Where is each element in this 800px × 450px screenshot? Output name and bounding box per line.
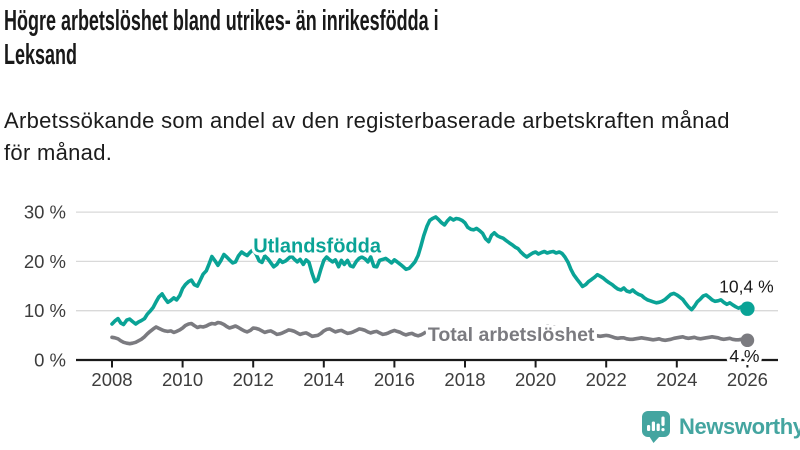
series-end-label-0: 10,4 % — [719, 277, 773, 297]
x-tick-label-2018: 2018 — [444, 369, 485, 390]
y-tick-label-20: 20 % — [24, 251, 66, 272]
x-tick-label-2020: 2020 — [515, 369, 556, 390]
chart-subtitle: Arbetssökande som andel av den registerb… — [4, 105, 730, 169]
chart-title: Högre arbetslöshet bland utrikes- än inr… — [4, 4, 439, 72]
bar-chart-speech-bubble-icon — [642, 411, 670, 443]
series-label-bg-1 — [425, 325, 597, 346]
y-tick-label-10: 10 % — [24, 300, 66, 321]
series-line-0 — [110, 215, 750, 327]
chart-subtitle-line2: för månad. — [4, 140, 113, 165]
series-label-0: Utlandsfödda — [253, 236, 382, 258]
chart-subtitle-line1: Arbetssökande som andel av den registerb… — [4, 108, 730, 133]
x-tick-label-2016: 2016 — [374, 369, 415, 390]
series-label-1: Total arbetslöshet — [428, 324, 595, 346]
x-tick-label-2010: 2010 — [162, 369, 203, 390]
x-tick-label-2022: 2022 — [586, 369, 627, 390]
series-end-label-1: 4 % — [729, 346, 759, 366]
x-tick-label-2012: 2012 — [233, 369, 274, 390]
series-end-dot-1 — [740, 333, 755, 348]
newsworthy-logo: Newsworthy — [641, 410, 800, 443]
series-end-dot-0 — [740, 301, 755, 316]
chart-title-line1: Högre arbetslöshet bland utrikes- än inr… — [4, 5, 439, 37]
y-tick-label-30: 30 % — [24, 202, 66, 223]
brand-name: Newsworthy — [679, 413, 800, 439]
chart-title-line2: Leksand — [4, 39, 77, 71]
x-tick-label-2026: 2026 — [727, 369, 768, 390]
x-tick-label-2008: 2008 — [91, 369, 132, 390]
x-tick-label-2024: 2024 — [656, 369, 697, 390]
x-tick-label-2014: 2014 — [303, 369, 344, 390]
y-tick-label-0: 0 % — [34, 350, 66, 371]
